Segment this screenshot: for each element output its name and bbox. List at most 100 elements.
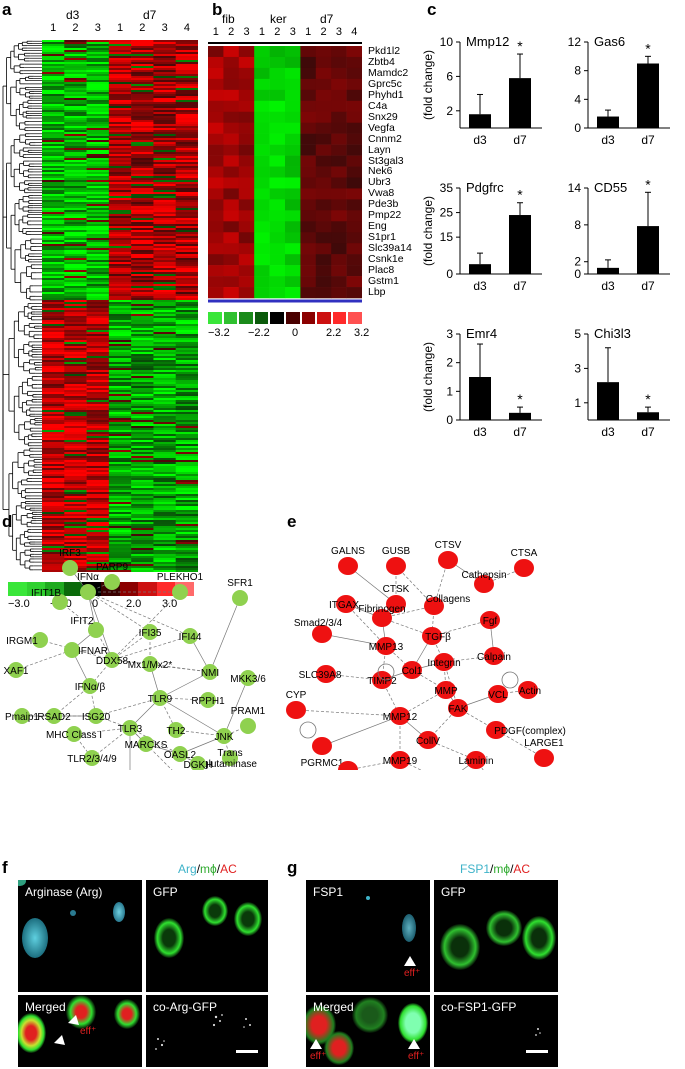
heatmap-a-cell (153, 152, 177, 155)
heatmap-a-cell (108, 438, 132, 441)
heatmap-a-cell (42, 532, 65, 535)
bar (597, 382, 619, 420)
heatmap-a-cell (42, 116, 65, 119)
heatmap-a-cell (42, 394, 65, 397)
heatmap-a-cell (108, 470, 132, 473)
bar (469, 264, 491, 274)
heatmap-a-cell (42, 450, 65, 453)
chart-title: Mmp12 (466, 34, 509, 49)
network-node: IFI35 (139, 624, 162, 640)
heatmap-a-cell (64, 398, 87, 401)
heatmap-b-cell (223, 67, 240, 80)
gene-label: C4a (368, 99, 388, 112)
chart-title: Chi3l3 (594, 326, 631, 341)
heatmap-b-cell (238, 221, 255, 233)
heatmap-a-cell (175, 406, 198, 409)
heatmap-a-cell (175, 468, 198, 471)
network-node-label: IRF3 (59, 548, 81, 559)
heatmap-a-cell (64, 134, 87, 137)
heatmap-a-cell (175, 264, 198, 267)
heatmap-a-cell (42, 410, 65, 413)
y-tick-label: 12 (568, 35, 582, 49)
heatmap-b-cell (346, 144, 362, 156)
heatmap-a-cell (153, 490, 177, 493)
heatmap-a-cell (131, 556, 154, 559)
heatmap-a-cell (64, 238, 87, 241)
heatmap-a-cell (153, 210, 177, 213)
heatmap-a-cell (86, 516, 110, 519)
heatmap-a-cell (86, 158, 110, 161)
heatmap-a-cell (175, 370, 198, 373)
heatmap-a-cell (86, 292, 110, 295)
heatmap-b-cell (238, 177, 255, 189)
heatmap-b-cell (208, 56, 224, 69)
heatmap-a-cell (153, 532, 177, 535)
heatmap-a-cell (42, 80, 65, 83)
network-edge (175, 729, 225, 737)
heatmap-b-cell (238, 232, 255, 244)
heatmap-a-cell (42, 82, 65, 85)
heatmap-a-cell (86, 70, 110, 73)
heatmap-a-cell (64, 40, 87, 43)
heatmap-a-cell (108, 566, 132, 569)
heatmap-a-cell (64, 230, 87, 233)
heatmap-a-cell (64, 338, 87, 341)
heatmap-a-cell (86, 228, 110, 231)
heatmap-a-cell (175, 290, 198, 293)
heatmap-a-cell (131, 304, 154, 307)
heatmap-a-cell (108, 494, 132, 497)
heatmap-a-cell (153, 366, 177, 369)
heatmap-a-cell (153, 504, 177, 507)
heatmap-a-cell (42, 492, 65, 495)
heatmap-a-cell (108, 216, 132, 219)
heatmap-a-cell (153, 500, 177, 503)
network-edge (95, 697, 161, 717)
heatmap-a-cell (42, 242, 65, 245)
heatmap-b-cell (238, 89, 255, 102)
heatmap-a-cell (131, 540, 154, 543)
network-edge (347, 565, 397, 605)
heatmap-a-cell (42, 216, 65, 219)
heatmap-a-cell (108, 432, 132, 435)
heatmap-a-cell (175, 424, 198, 427)
heatmap-a-cell (153, 102, 177, 105)
heatmap-a-cell (153, 496, 177, 499)
heatmap-a-cell (131, 68, 154, 71)
heatmap-a-cell (175, 204, 198, 207)
heatmap-a-cell (131, 278, 154, 281)
heatmap-a-cell (86, 444, 110, 447)
heatmap-a-cell (131, 372, 154, 375)
heatmap-a-cell (175, 372, 198, 375)
heatmap-a-cell (42, 212, 65, 215)
heatmap-a-cell (108, 154, 132, 157)
heatmap-a-cell (175, 482, 198, 485)
heatmap-a-cell (86, 102, 110, 105)
heatmap-a-cell (42, 60, 65, 63)
heatmap-a-cell (86, 530, 110, 533)
heatmap-a-cell (108, 538, 132, 541)
heatmap-a-cell (86, 470, 110, 473)
heatmap-a-cell (64, 522, 87, 525)
heatmap-a-cell (131, 354, 154, 357)
heatmap-a-cell (175, 42, 198, 45)
heatmap-a-cell (86, 542, 110, 545)
category-label: d7 (641, 279, 655, 293)
heatmap-a-cell (64, 430, 87, 433)
heatmap-a-cell (42, 458, 65, 461)
y-tick-label: 4 (574, 92, 581, 106)
network-node: Laminin (458, 751, 494, 769)
heatmap-a-cell (42, 412, 65, 415)
heatmap-a-cell (153, 552, 177, 555)
heatmap-a-cell (153, 150, 177, 153)
heatmap-a-cell (153, 436, 177, 439)
heatmap-a-cell (108, 268, 132, 271)
heatmap-b-cell (346, 122, 362, 134)
heatmap-a-cell (108, 400, 132, 403)
heatmap-a-cell (153, 104, 177, 107)
heatmap-a-cell (175, 116, 198, 119)
heatmap-a-cell (131, 230, 154, 233)
heatmap-a-cell (175, 294, 198, 297)
heatmap-a-cell (42, 438, 65, 441)
heatmap-a-cell (175, 140, 198, 143)
heatmap-a-cell (42, 460, 65, 463)
